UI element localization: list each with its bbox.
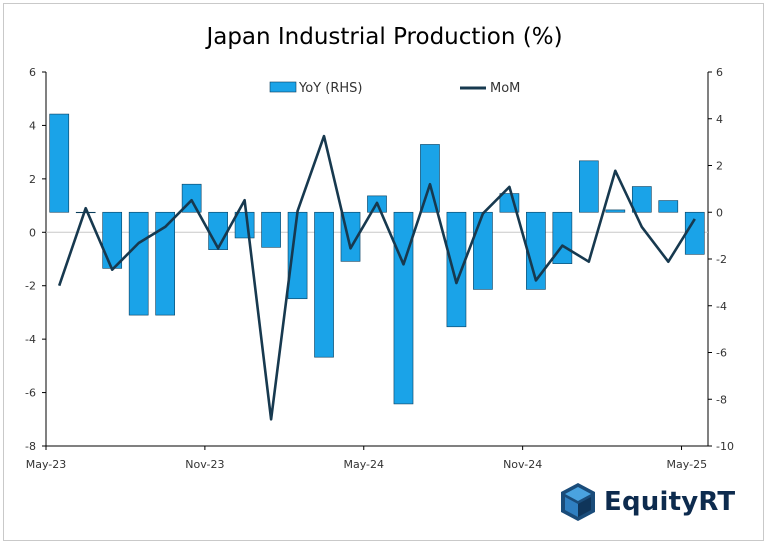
yoy-bar xyxy=(446,211,467,328)
yoy-bar xyxy=(102,211,123,269)
right-tick-label: -8 xyxy=(716,393,727,406)
left-tick-label: -8 xyxy=(25,440,36,453)
yoy-bar xyxy=(393,211,414,405)
legend-label-yoy: YoY (RHS) xyxy=(298,81,362,96)
yoy-bar xyxy=(261,211,281,248)
right-tick-label: 2 xyxy=(716,160,723,173)
left-tick-label: -4 xyxy=(25,333,36,346)
x-tick-label: May-24 xyxy=(344,458,385,471)
right-tick-label: 0 xyxy=(716,206,723,219)
right-tick-label: -2 xyxy=(716,253,727,266)
legend-swatch-yoy xyxy=(269,81,297,93)
right-tick-label: 6 xyxy=(716,66,723,79)
equityrt-logo-text: EquityRT xyxy=(604,487,736,517)
chart-title: Japan Industrial Production (%) xyxy=(206,24,563,50)
right-tick-label: -4 xyxy=(716,300,727,313)
yoy-bar xyxy=(473,211,493,290)
yoy-bar xyxy=(49,113,70,213)
yoy-bar xyxy=(658,200,679,213)
yoy-bar xyxy=(75,211,96,214)
yoy-bars xyxy=(49,113,705,405)
left-tick-label: 4 xyxy=(29,119,36,132)
yoy-bar xyxy=(579,160,599,213)
legend-label-mom: MoM xyxy=(490,81,520,96)
mom-line-group xyxy=(57,134,696,421)
yoy-bar xyxy=(314,211,334,358)
equityrt-logo-icon xyxy=(561,483,595,521)
legend: YoY (RHS) MoM xyxy=(269,81,520,96)
right-tick-label: 4 xyxy=(716,113,723,126)
chart-frame xyxy=(3,3,764,541)
yoy-bar xyxy=(684,211,705,255)
right-tick-label: -6 xyxy=(716,347,727,360)
yoy-bar xyxy=(155,211,175,316)
yoy-bar xyxy=(234,211,255,239)
x-tick-label: Nov-23 xyxy=(185,458,224,471)
left-tick-label: -2 xyxy=(25,280,36,293)
left-tick-label: 0 xyxy=(29,226,36,239)
axes: 6 4 2 0 -2 -4 -6 -8 6 4 2 0 -2 -4 -6 -8 -10 May-23 Nov-23 M… xyxy=(25,66,734,471)
left-tick-label: 6 xyxy=(29,66,36,79)
left-tick-label: 2 xyxy=(29,173,36,186)
yoy-bar xyxy=(631,186,652,213)
left-tick-label: -6 xyxy=(25,387,36,400)
right-tick-label: -10 xyxy=(716,440,734,453)
equityrt-logo: EquityRT xyxy=(560,482,735,522)
yoy-bar xyxy=(605,209,626,213)
yoy-bar xyxy=(208,211,228,250)
mom-line xyxy=(57,134,696,421)
x-tick-label: May-25 xyxy=(667,458,708,471)
x-tick-label: Nov-24 xyxy=(503,458,542,471)
yoy-bar xyxy=(128,211,149,316)
x-tick-label: May-23 xyxy=(26,458,67,471)
